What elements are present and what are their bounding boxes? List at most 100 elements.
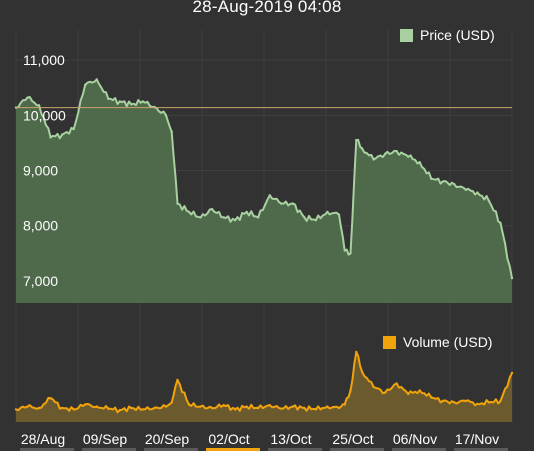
- price-point: [453, 183, 456, 186]
- volume-point: [280, 407, 283, 410]
- price-point: [337, 213, 341, 216]
- price-point: [280, 202, 283, 205]
- x-axis-tabs[interactable]: 28/Aug 09/Sep 20/Sep 02/Oct 13/Oct 25/Oct 06/N…: [20, 431, 508, 451]
- volume-point: [476, 402, 479, 405]
- volume-point: [257, 406, 260, 410]
- volume-point: [343, 403, 346, 406]
- volume-point: [60, 406, 64, 410]
- volume-point: [14, 408, 18, 411]
- x-tab-indicator: [454, 448, 508, 451]
- price-legend-swatch: [400, 29, 413, 42]
- price-point: [499, 221, 502, 225]
- volume-point: [84, 403, 87, 406]
- x-tab-indicator: [82, 448, 136, 451]
- x-tab-06-nov[interactable]: 06/Nov: [393, 431, 437, 447]
- volume-point: [326, 405, 329, 408]
- volume-point: [418, 389, 421, 392]
- volume-point: [49, 397, 52, 400]
- volume-point: [164, 405, 168, 408]
- volume-point: [37, 406, 41, 410]
- chart-datetime: 28-Aug-2019 04:08: [192, 0, 342, 16]
- volume-point: [199, 405, 202, 408]
- price-point: [176, 202, 179, 205]
- price-legend: Price (USD): [400, 27, 495, 43]
- volume-line: [15, 351, 513, 414]
- price-point: [84, 83, 87, 87]
- price-point: [487, 199, 491, 203]
- volume-point: [337, 406, 341, 410]
- x-tab-09-sep[interactable]: 09/Sep: [83, 431, 128, 447]
- price-point: [395, 149, 398, 153]
- price-point: [107, 97, 110, 100]
- x-tab-02-oct[interactable]: 02/Oct: [208, 431, 249, 447]
- volume-point: [360, 370, 364, 373]
- price-point: [383, 152, 387, 156]
- price-line: [15, 78, 513, 279]
- volume-point: [355, 350, 358, 354]
- price-point: [210, 207, 214, 211]
- price-point: [187, 210, 191, 214]
- volume-point: [72, 408, 75, 411]
- volume-point: [130, 406, 133, 410]
- x-tab-indicator: [20, 448, 74, 451]
- price-point: [199, 216, 202, 219]
- x-tab-17-nov[interactable]: 17/Nov: [455, 431, 499, 447]
- volume-point: [95, 405, 98, 408]
- x-tab-20-sep[interactable]: 20/Sep: [145, 431, 190, 447]
- price-point: [141, 100, 145, 103]
- volume-point: [170, 401, 173, 404]
- x-tab-28-aug[interactable]: 28/Aug: [21, 431, 65, 447]
- price-point: [60, 133, 64, 136]
- price-point: [130, 103, 133, 106]
- price-point: [303, 216, 306, 219]
- volume-legend-label: Volume (USD): [403, 334, 492, 350]
- x-tab-13-oct[interactable]: 13/Oct: [270, 431, 311, 447]
- price-point: [360, 147, 364, 150]
- volume-point: [395, 382, 398, 385]
- x-tab-indicator-selected: [206, 448, 260, 451]
- volume-legend: Volume (USD): [383, 334, 492, 350]
- volume-point: [233, 408, 237, 411]
- price-point: [349, 252, 352, 255]
- price-point: [257, 216, 260, 219]
- price-y-axis: 11,000 10,000 9,000 8,000 7,000: [23, 52, 66, 289]
- volume-point: [153, 406, 156, 410]
- volume-point: [383, 391, 387, 394]
- price-point: [268, 194, 271, 197]
- volume-legend-swatch: [383, 336, 396, 349]
- price-point: [222, 216, 225, 219]
- x-tab-indicator: [330, 448, 384, 451]
- price-point: [430, 177, 433, 180]
- price-point: [118, 100, 122, 103]
- volume-point: [268, 404, 271, 407]
- price-point: [510, 276, 514, 280]
- y-tick-label: 9,000: [23, 163, 58, 179]
- price-point: [233, 218, 237, 222]
- price-point: [464, 188, 468, 192]
- volume-point: [314, 408, 318, 411]
- volume-point: [430, 396, 433, 399]
- volume-point: [441, 399, 444, 403]
- price-point: [441, 180, 444, 183]
- volume-area: [16, 352, 512, 422]
- x-tab-25-oct[interactable]: 25/Oct: [332, 431, 373, 447]
- price-point: [170, 130, 173, 134]
- volume-point: [107, 407, 110, 410]
- price-point: [372, 158, 375, 161]
- price-point: [326, 210, 329, 214]
- price-point: [406, 155, 410, 158]
- volume-point: [187, 403, 191, 406]
- volume-point: [118, 408, 122, 412]
- y-tick-label: 10,000: [23, 107, 66, 123]
- volume-point: [303, 406, 306, 410]
- price-legend-label: Price (USD): [420, 27, 495, 43]
- volume-series[interactable]: [14, 350, 514, 422]
- y-tick-label: 7,000: [23, 273, 58, 289]
- volume-point: [210, 406, 214, 410]
- price-point: [49, 136, 52, 139]
- y-tick-label: 8,000: [23, 218, 58, 234]
- volume-point: [26, 405, 29, 408]
- price-point: [72, 127, 75, 131]
- x-tab-indicator: [392, 448, 446, 451]
